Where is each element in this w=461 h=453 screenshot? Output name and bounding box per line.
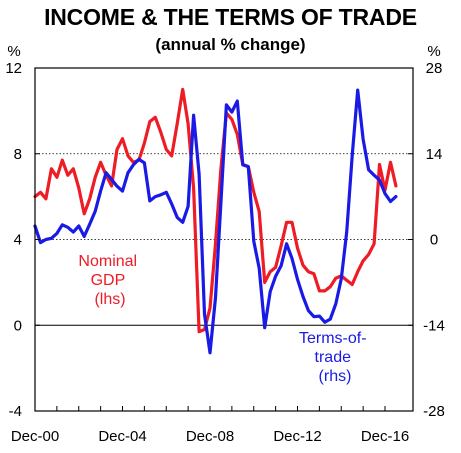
series-label-line: (lhs) (94, 291, 125, 308)
x-axis-tick-label: Dec-12 (273, 428, 321, 445)
chart-title: INCOME & THE TERMS OF TRADE (44, 4, 417, 30)
x-axis-tick-label: Dec-08 (186, 428, 234, 445)
series-lines (33, 87, 398, 355)
chart-subtitle: (annual % change) (155, 35, 306, 54)
gridlines (35, 153, 413, 326)
left-axis-tick-label: 0 (14, 317, 22, 334)
series-label-line: Terms-of- (299, 330, 367, 347)
right-axis-unit: % (427, 43, 440, 60)
right-axis-tick-label: 0 (430, 232, 438, 249)
series-label-line: (rhs) (319, 368, 352, 385)
series-label-line: trade (315, 349, 352, 366)
axis-ticks (34, 67, 413, 412)
x-axis-tick-label: Dec-00 (11, 428, 59, 445)
series-label-nominal-gdp: Nominal GDP (lhs) (78, 253, 141, 308)
nominal-gdp-line (33, 87, 398, 334)
right-axis-tick-label: 28 (426, 60, 443, 77)
series-label-line: Nominal (78, 253, 137, 270)
left-axis-unit: % (7, 43, 20, 60)
right-axis-tick-label: -28 (423, 403, 445, 420)
right-axis-tick-label: -14 (423, 317, 445, 334)
series-label-line: GDP (91, 272, 125, 289)
left-axis-tick-label: -4 (9, 403, 22, 420)
left-axis-tick-label: 8 (14, 146, 22, 163)
right-axis-tick-label: 14 (426, 146, 443, 163)
series-label-terms-of-trade: Terms-of- trade (rhs) (299, 330, 371, 385)
x-axis-tick-label: Dec-16 (361, 428, 409, 445)
left-axis-tick-label: 12 (5, 60, 22, 77)
x-axis-tick-label: Dec-04 (98, 428, 146, 445)
axis-labels: 12 8 4 0 -4 28 14 0 -14 -28 Dec-00 Dec-04 Dec-08 Dec-… (5, 60, 445, 445)
left-axis-tick-label: 4 (14, 232, 22, 249)
terms-of-trade-line (33, 88, 398, 355)
